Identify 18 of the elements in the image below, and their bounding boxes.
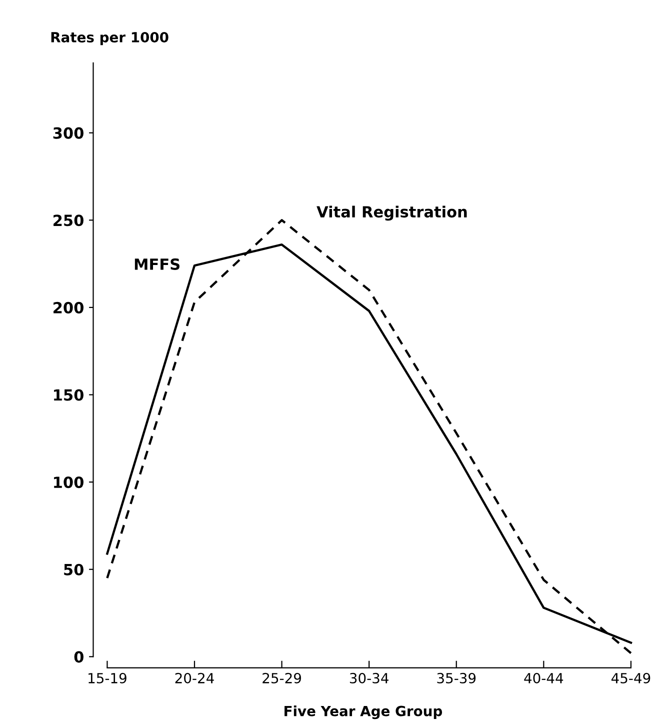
series-label: MFFS bbox=[134, 258, 180, 270]
x-tick-label: 25-29 bbox=[262, 672, 301, 684]
y-tick-label: 100 bbox=[54, 476, 84, 488]
y-tick-label: 50 bbox=[64, 564, 84, 576]
x-tick-label: 45-49 bbox=[611, 672, 650, 684]
series-label: Vital Registration bbox=[316, 206, 467, 221]
x-tick-label: 15-19 bbox=[88, 672, 126, 684]
y-tick-label: 250 bbox=[54, 214, 84, 226]
y-tick-label: 150 bbox=[54, 389, 84, 401]
y-axis-title: Rates per 1000 bbox=[51, 32, 168, 46]
x-axis-title: Five Year Age Group bbox=[284, 706, 442, 720]
x-tick-label: 40-44 bbox=[524, 672, 564, 684]
x-tick-label: 20-24 bbox=[175, 672, 214, 684]
x-tick-label: 35-39 bbox=[437, 672, 476, 684]
y-tick-label: 0 bbox=[74, 651, 84, 663]
y-tick-label: 300 bbox=[53, 127, 84, 139]
x-tick-label: 30-34 bbox=[350, 672, 388, 684]
y-tick-label: 200 bbox=[54, 302, 84, 314]
